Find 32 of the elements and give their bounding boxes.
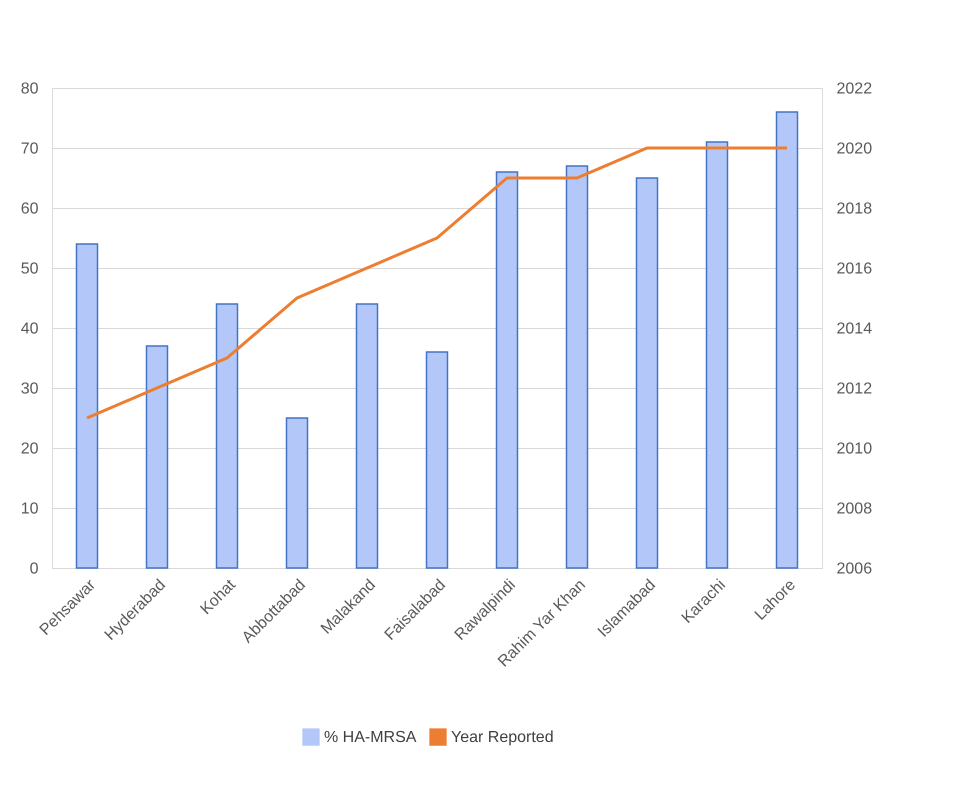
y2-tick-label: 2016	[836, 260, 872, 278]
y-tick-label: 30	[20, 380, 39, 398]
bar	[636, 177, 658, 569]
y2-tick-label: 2014	[836, 320, 872, 338]
bar	[426, 351, 448, 569]
y2-tick-label: 2008	[836, 500, 872, 518]
bar	[76, 243, 98, 569]
bar	[286, 417, 308, 569]
y2-tick-label: 2022	[836, 80, 872, 98]
bar	[706, 141, 728, 569]
y2-tick-label: 2020	[836, 140, 872, 158]
y-tick-label: 80	[20, 80, 39, 98]
y2-tick-label: 2006	[836, 560, 872, 578]
y-tick-label: 40	[20, 320, 39, 338]
legend-label: Year Reported	[451, 729, 554, 746]
bar	[496, 171, 518, 569]
y-tick-label: 50	[20, 260, 39, 278]
bar	[146, 345, 168, 569]
y-tick-label: 70	[20, 140, 39, 158]
line-series	[86, 146, 788, 420]
y-tick-label: 0	[30, 560, 39, 578]
y-tick-label: 10	[20, 500, 39, 518]
y2-tick-label: 2018	[836, 200, 872, 218]
y-tick-label: 20	[20, 440, 39, 458]
bar	[216, 303, 238, 569]
bar	[566, 165, 588, 569]
bar	[356, 303, 378, 569]
y-tick-label: 60	[20, 200, 39, 218]
y2-tick-label: 2010	[836, 440, 872, 458]
y2-tick-label: 2012	[836, 380, 872, 398]
bar	[776, 111, 798, 569]
legend-label: % HA-MRSA	[324, 729, 417, 746]
